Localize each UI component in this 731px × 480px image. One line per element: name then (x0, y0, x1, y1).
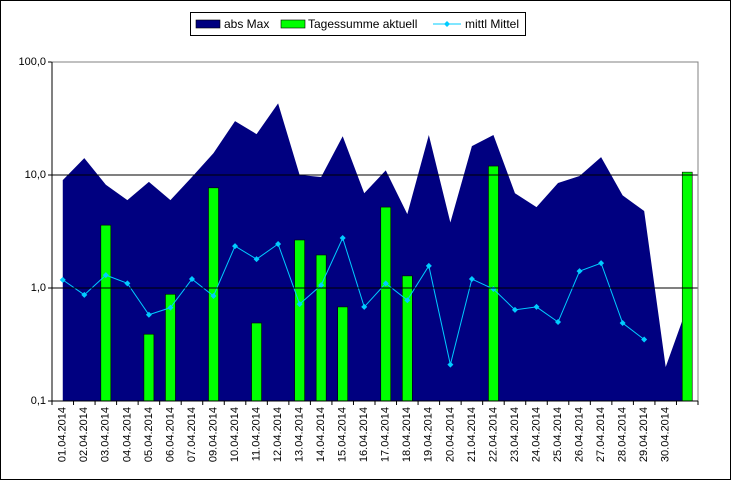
line-marker (296, 301, 303, 308)
line-marker (81, 291, 88, 298)
bar (251, 322, 262, 402)
x-tick-label: 18.04.2014 (401, 407, 413, 462)
legend-swatch (195, 19, 221, 29)
x-tick-label: 04.04.2014 (121, 407, 133, 462)
y-tick-label: 10,0 (25, 169, 46, 181)
line (62, 236, 645, 365)
x-tick-label: 17.04.2014 (380, 407, 392, 462)
bar (100, 224, 112, 402)
x-tick-label: 30.04.2014 (660, 407, 672, 462)
line-marker (167, 304, 174, 311)
line-marker (188, 276, 195, 283)
x-tick-label: 11.04.2014 (250, 407, 262, 461)
x-tick-label: 25.04.2014 (552, 407, 564, 462)
x-tick-label: 21.04.2014 (466, 407, 478, 462)
x-tick-label: 22.04.2014 (487, 407, 499, 462)
line-marker (533, 303, 540, 310)
line-marker (339, 234, 346, 241)
x-tick-label: 16.04.2014 (358, 407, 370, 462)
bar (681, 171, 693, 402)
x-tick-label: 09.04.2014 (207, 407, 219, 462)
x-tick-label: 07.04.2014 (186, 407, 198, 462)
line-marker (210, 292, 217, 299)
line-marker (59, 276, 66, 283)
y-tick-label: 0,1 (31, 395, 46, 407)
line-marker (425, 262, 432, 269)
legend-label: Tagessumme aktuell (308, 17, 417, 31)
legend-box (190, 12, 526, 36)
x-tick-label: 10.04.2014 (229, 407, 241, 462)
line-marker (555, 319, 562, 326)
line-marker (511, 306, 518, 313)
x-tick-label: 02.04.2014 (78, 407, 90, 462)
line-marker (598, 260, 605, 267)
bar (294, 239, 305, 402)
line-marker (641, 336, 648, 343)
line-marker (576, 268, 583, 275)
bar (337, 306, 349, 402)
x-tick-label: 29.04.2014 (638, 407, 650, 462)
bar (488, 165, 499, 402)
bar (143, 333, 155, 402)
x-tick-label: 20.04.2014 (444, 407, 456, 462)
bar (380, 206, 392, 402)
line-marker (447, 361, 454, 368)
legend-swatch (280, 19, 306, 29)
x-tick-label: 03.04.2014 (100, 407, 112, 462)
x-tick-label: 13.04.2014 (294, 407, 306, 462)
x-tick-label: 15.04.2014 (337, 407, 349, 462)
line-marker (490, 285, 497, 292)
x-tick-label: 24.04.2014 (530, 407, 542, 462)
legend-label: mittl Mittel (465, 17, 519, 31)
x-tick-label: 19.04.2014 (423, 407, 435, 462)
y-tick-label: 100,0 (18, 56, 46, 68)
x-tick-label: 26.04.2014 (573, 407, 585, 462)
line-marker (468, 276, 475, 283)
area (62, 103, 688, 402)
line-marker (124, 280, 131, 287)
legend-swatch (444, 21, 450, 27)
line-marker (361, 303, 368, 310)
line-marker (102, 272, 109, 279)
legend-label: abs Max (224, 17, 269, 31)
line-marker (275, 241, 282, 248)
x-tick-label: 12.04.2014 (272, 407, 284, 462)
x-tick-label: 14.04.2014 (315, 407, 327, 462)
x-tick-label: 01.04.2014 (57, 407, 69, 462)
line-marker (253, 256, 260, 263)
x-tick-label: 27.04.2014 (595, 407, 607, 462)
line-marker (619, 320, 626, 327)
x-tick-label: 23.04.2014 (509, 407, 521, 462)
line-marker (318, 282, 325, 289)
x-tick-label: 06.04.2014 (164, 407, 176, 462)
line-marker (404, 297, 411, 304)
x-tick-label: 28.04.2014 (617, 407, 629, 462)
y-tick-label: 1,0 (31, 282, 46, 294)
line-marker (145, 311, 152, 318)
line-marker (382, 280, 389, 287)
line-marker (232, 243, 239, 250)
x-tick-label: 05.04.2014 (143, 407, 155, 462)
